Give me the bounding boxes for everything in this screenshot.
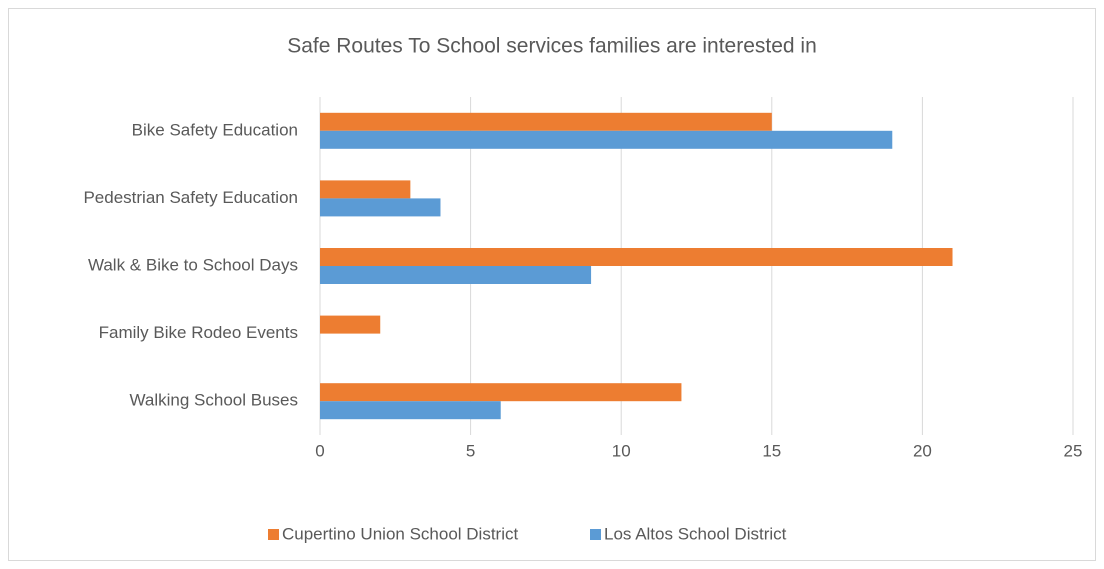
y-tick-label: Walk & Bike to School Days [88,255,298,274]
y-tick-label: Walking School Buses [129,391,298,410]
bar [320,130,893,149]
y-tick-label: Bike Safety Education [132,120,298,139]
x-tick-label: 15 [762,441,781,460]
bar [320,112,772,131]
x-tick-label: 10 [612,441,631,460]
bar [320,266,592,284]
legend-swatch [590,529,601,540]
x-tick-label: 25 [1064,441,1083,460]
bar [320,180,411,199]
x-tick-label: 20 [913,441,932,460]
bar [320,315,381,334]
bar [320,248,953,266]
bar [320,383,682,402]
x-tick-label: 5 [466,441,475,460]
y-tick-label: Pedestrian Safety Education [83,188,298,207]
legend-swatch [268,529,279,540]
bar [320,401,501,420]
chart-title: Safe Routes To School services families … [287,35,817,58]
x-tick-label: 0 [315,441,324,460]
bar [320,198,441,217]
chart-border [8,8,1096,561]
legend-label: Cupertino Union School District [282,524,518,543]
y-tick-label: Family Bike Rodeo Events [99,323,298,342]
legend-label: Los Altos School District [604,524,787,543]
